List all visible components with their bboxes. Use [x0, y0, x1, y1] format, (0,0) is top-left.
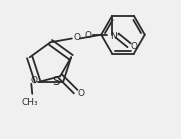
Text: ⁺: ⁺: [115, 32, 120, 41]
Text: S: S: [53, 75, 60, 88]
Text: O: O: [77, 89, 84, 98]
Text: CH₃: CH₃: [22, 98, 39, 107]
Text: O: O: [73, 33, 80, 42]
Text: ⁻: ⁻: [80, 35, 84, 44]
Text: O: O: [131, 42, 138, 51]
Text: O: O: [31, 76, 38, 85]
Text: O: O: [84, 31, 91, 40]
Text: N: N: [110, 32, 117, 41]
